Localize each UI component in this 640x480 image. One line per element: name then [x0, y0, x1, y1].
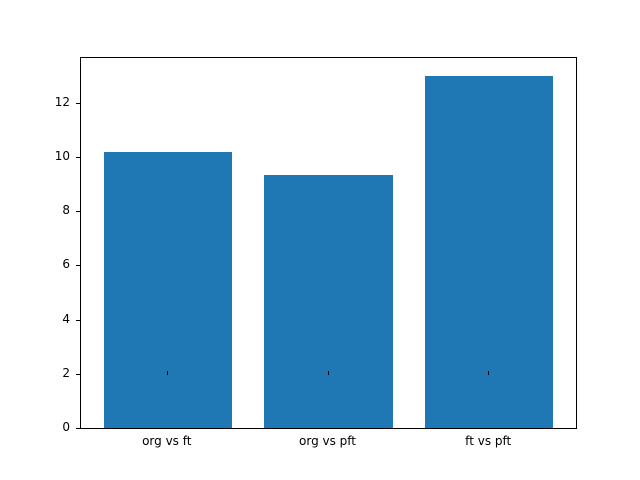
y-tick-label: 2: [62, 365, 70, 380]
bar-ft-vs-pft: [424, 75, 554, 428]
y-tick-label: 12: [54, 94, 70, 109]
y-tick-label: 0: [62, 420, 70, 434]
y-tick-mark: [76, 211, 80, 213]
y-tick-mark: [76, 102, 80, 104]
y-tick-mark: [76, 428, 80, 429]
x-tick-mark: [166, 371, 168, 375]
y-tick-mark: [76, 319, 80, 321]
y-tick-mark: [76, 156, 80, 158]
y-tick-label: 8: [62, 203, 70, 218]
y-tick-label: 10: [54, 148, 70, 163]
x-tick-label: org vs pft: [299, 434, 356, 448]
y-tick-mark: [76, 265, 80, 267]
x-tick-mark: [488, 371, 490, 375]
y-tick-label: 4: [62, 311, 70, 326]
bar-org-vs-ft: [103, 151, 233, 428]
bar-org-vs-pft: [264, 174, 393, 428]
plot-area: [76, 57, 577, 429]
x-tick-mark: [327, 371, 329, 375]
y-tick-label: 6: [62, 257, 70, 272]
x-tick-label: org vs ft: [142, 434, 192, 448]
y-tick-mark: [76, 373, 80, 375]
x-tick-label: ft vs pft: [465, 434, 512, 448]
